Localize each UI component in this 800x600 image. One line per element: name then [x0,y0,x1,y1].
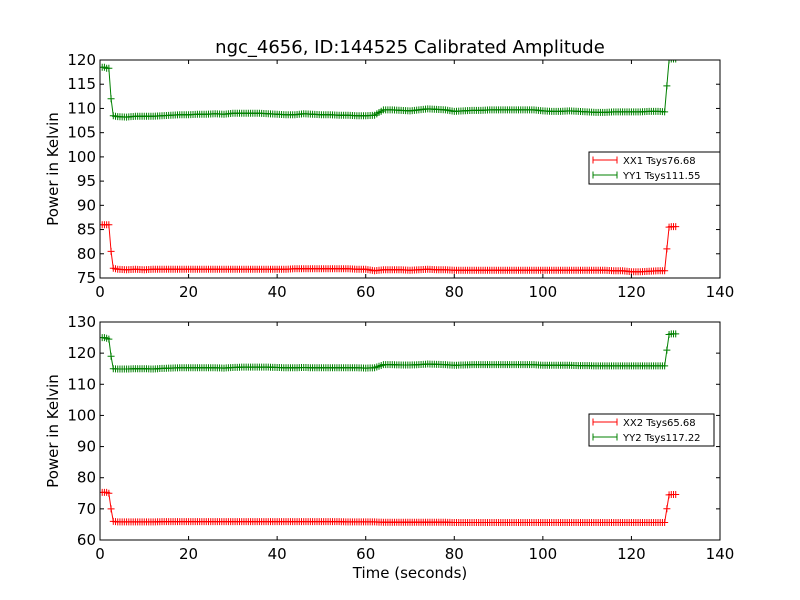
legend-marker [592,156,618,164]
legend-entry: YY1 Tsys111.55 [622,171,701,182]
y-tick-label: 100 [67,406,96,424]
data-point-marker [663,245,671,253]
data-point [107,352,115,360]
data-point [665,60,673,64]
plot-frame [99,321,721,541]
y-tick-label: 60 [77,531,96,549]
legend-entry: YY2 Tsys117.22 [622,433,701,444]
legend-marker [592,171,618,179]
y-axis-label: Power in Kelvin [44,112,62,226]
data-point [661,519,669,527]
x-tick-label: 100 [529,283,558,301]
x-tick-label: 20 [179,545,198,563]
y-tick-label: 90 [77,438,96,456]
x-tick-label: 100 [529,545,558,563]
y-tick-label: 105 [67,124,96,142]
data-point [107,247,115,255]
y-tick-label: 110 [67,99,96,117]
legend-entry: XX1 Tsys76.68 [623,156,696,167]
chart-title: ngc_4656, ID:144525 Calibrated Amplitude [215,37,605,58]
legend: XX1 Tsys76.68 YY1 Tsys111.55 [588,151,721,185]
legend-entry: XX2 Tsys65.68 [623,418,696,429]
x-tick-label: 80 [445,545,464,563]
x-tick-label: 0 [95,545,105,563]
legend-box [588,151,721,185]
data-point [661,362,669,370]
data-point [672,223,680,231]
x-tick-label: 140 [706,283,735,301]
x-tick-label: 60 [356,545,375,563]
plot-bottom: 0 20 40 60 80 100 120 140 60 70 80 90 100 110 120 130 Po… [44,313,734,582]
y-tick-label: 80 [77,469,96,487]
data-point [672,330,680,338]
data-point [105,64,113,72]
data-point-marker [663,346,671,354]
legend-marker [592,433,618,441]
data-point [105,335,113,343]
data-point [661,108,669,116]
data-point [107,95,115,103]
y-tick-label: 120 [67,344,96,362]
y-tick-label: 75 [77,269,96,287]
y-tick-label: 80 [77,245,96,263]
data-point-marker [663,82,671,90]
data-point [107,505,115,513]
y-tick-label: 110 [67,375,96,393]
x-tick-label: 40 [268,545,287,563]
data-point [105,489,113,497]
x-tick-label: 20 [179,283,198,301]
x-tick-label: 80 [445,283,464,301]
x-tick-label: 60 [356,283,375,301]
data-point [673,60,674,63]
y-tick-label: 85 [77,221,96,239]
legend-marker [592,418,618,426]
plot-top: 0 20 40 60 80 100 120 140 75 80 85 90 95 100 105 110 115… [44,51,734,301]
y-tick-label: 120 [67,51,96,69]
y-tick-label: 115 [67,75,96,93]
x-tick-label: 120 [617,545,646,563]
y-tick-label: 90 [77,196,96,214]
data-point [672,491,680,499]
x-axis-label: Time (seconds) [352,564,468,582]
legend-box [588,413,715,447]
y-tick-label: 70 [77,500,96,518]
legend: XX2 Tsys65.68 YY2 Tsys117.22 [588,413,715,447]
data-point [105,221,113,229]
y-tick-label: 130 [67,313,96,331]
series-group [100,60,680,276]
data-point [675,60,677,63]
data-point-marker [663,505,671,513]
x-tick-label: 40 [268,283,287,301]
x-tick-label: 0 [95,283,105,301]
y-axis-label: Power in Kelvin [44,374,62,488]
x-tick-label: 120 [617,283,646,301]
y-tick-label: 95 [77,172,96,190]
data-point [661,267,669,275]
series-group [100,330,680,527]
x-tick-label: 140 [706,545,735,563]
y-tick-label: 100 [67,148,96,166]
data-point [670,60,672,63]
